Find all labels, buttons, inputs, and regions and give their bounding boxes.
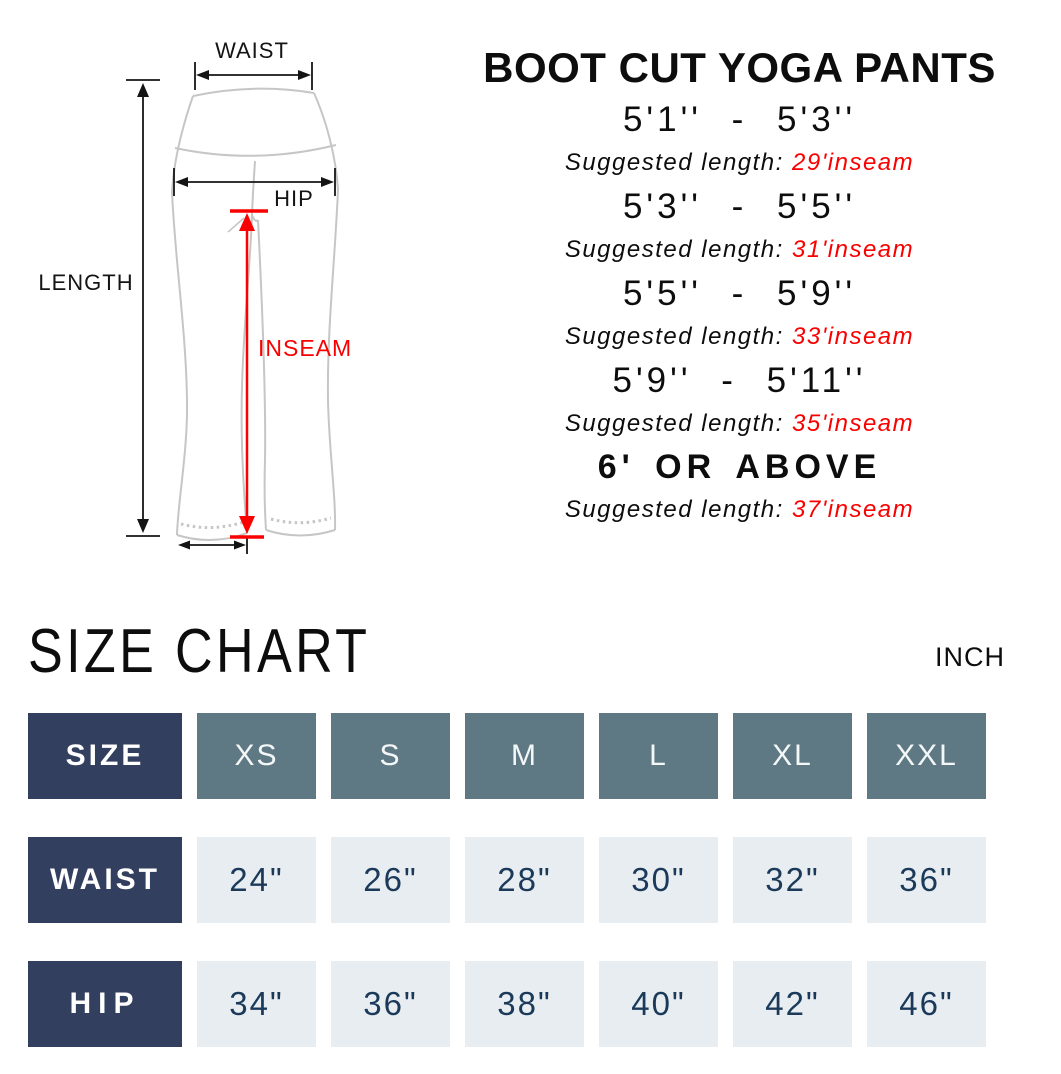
height-range: 5'3'' - 5'5'' (622, 187, 857, 226)
inseam-label: INSEAM (258, 335, 352, 361)
hip-value-l: 40" (599, 961, 718, 1047)
column-header-xl: XL (733, 713, 852, 799)
unit-label: INCH (935, 642, 1005, 672)
hip-value-s: 36" (331, 961, 450, 1047)
size-table: SIZE XS S M L XL XXL WAIST 24" 26" 28" 3… (28, 713, 986, 1047)
column-header-xxl: XXL (867, 713, 986, 799)
hip-arrow (173, 168, 336, 196)
hip-label: HIP (274, 186, 314, 211)
suggest-value: 31'inseam (792, 236, 915, 263)
height-guide: BOOT CUT YOGA PANTS 5'1'' - 5'3'' Sugges… (442, 44, 1037, 534)
suggested-length: Suggested length: 35'inseam (442, 410, 1037, 438)
hip-value-m: 38" (465, 961, 584, 1047)
suggested-length: Suggested length: 29'inseam (442, 149, 1037, 177)
suggest-value: 37'inseam (792, 496, 915, 523)
waist-label: WAIST (215, 38, 289, 63)
length-label: LENGTH (38, 270, 133, 295)
suggest-value: 29'inseam (792, 149, 915, 176)
length-arrow (126, 79, 160, 537)
height-range: 6' OR ABOVE (597, 448, 882, 486)
height-range: 5'9'' - 5'11'' (612, 361, 867, 400)
table-corner-size: SIZE (28, 713, 182, 799)
waist-value-xs: 24" (197, 837, 316, 923)
row-label-waist: WAIST (28, 837, 182, 923)
size-chart-heading: SIZE CHART (28, 617, 371, 686)
column-header-s: S (331, 713, 450, 799)
column-header-l: L (599, 713, 718, 799)
suggest-label: Suggested length: (564, 496, 784, 523)
suggest-label: Suggested length: (564, 149, 784, 176)
suggest-label: Suggested length: (564, 410, 784, 437)
suggest-label: Suggested length: (564, 323, 784, 350)
waist-value-xxl: 36" (867, 837, 986, 923)
hip-value-xs: 34" (197, 961, 316, 1047)
column-header-xs: XS (197, 713, 316, 799)
suggested-length: Suggested length: 31'inseam (442, 236, 1037, 264)
height-range: 5'5'' - 5'9'' (622, 274, 857, 313)
waist-value-l: 30" (599, 837, 718, 923)
waist-value-s: 26" (331, 837, 450, 923)
suggest-value: 35'inseam (792, 410, 915, 437)
column-header-m: M (465, 713, 584, 799)
pants-outline (171, 87, 339, 542)
hip-value-xl: 42" (733, 961, 852, 1047)
waist-arrow (194, 62, 313, 90)
hem-width-arrow (178, 536, 248, 554)
pants-measurement-diagram: WAIST LENGTH HIP INSEAM (38, 38, 352, 554)
suggest-label: Suggested length: (564, 236, 784, 263)
product-title: BOOT CUT YOGA PANTS (483, 44, 996, 91)
waist-value-m: 28" (465, 837, 584, 923)
hip-value-xxl: 46" (867, 961, 986, 1047)
suggest-value: 33'inseam (792, 323, 915, 350)
suggested-length: Suggested length: 33'inseam (442, 323, 1037, 351)
waist-value-xl: 32" (733, 837, 852, 923)
suggested-length: Suggested length: 37'inseam (442, 496, 1037, 524)
measurement-annotations (126, 62, 336, 554)
inseam-arrow (230, 209, 268, 539)
row-label-hip: HIP (28, 961, 182, 1047)
height-range: 5'1'' - 5'3'' (622, 100, 857, 139)
